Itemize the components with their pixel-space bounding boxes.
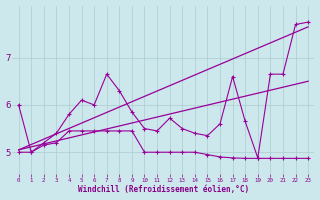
X-axis label: Windchill (Refroidissement éolien,°C): Windchill (Refroidissement éolien,°C) <box>78 185 249 194</box>
